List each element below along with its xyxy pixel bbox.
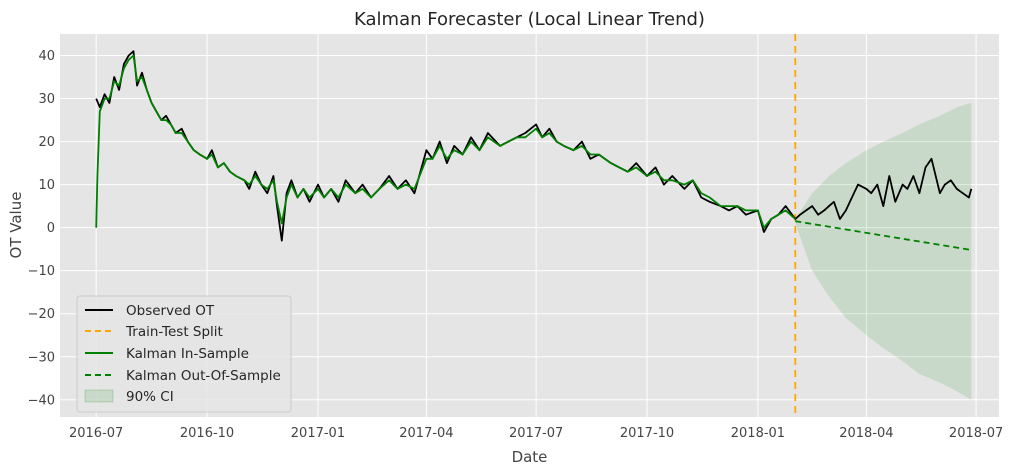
y-tick-label: 10 (38, 178, 55, 193)
y-tick-label: −10 (28, 264, 55, 279)
legend-box (76, 295, 292, 413)
y-tick-label: −40 (28, 393, 55, 408)
x-tick-label: 2018-01 (731, 426, 785, 441)
x-tick-label: 2017-01 (291, 426, 345, 441)
legend-label-out-of-sample: Kalman Out-Of-Sample (126, 368, 281, 384)
series-layer (95, 50, 973, 251)
x-tick-label: 2017-04 (399, 426, 453, 441)
x-axis-title: Date (512, 448, 548, 466)
x-tick-label: 2016-07 (69, 426, 123, 441)
y-tick-label: 40 (38, 49, 55, 64)
ci-layer (795, 102, 972, 400)
y-tick-label: 20 (38, 135, 55, 150)
grid (60, 34, 999, 417)
chart-title: Kalman Forecaster (Local Linear Trend) (354, 9, 705, 30)
y-tick-label: −20 (28, 307, 55, 322)
tick-layer: 2016-07 2016-10 2017-01 2017-04 2017-07 2017-… (28, 49, 1004, 441)
legend-label-in-sample: Kalman In-Sample (126, 346, 249, 362)
ci-band (795, 102, 972, 400)
x-tick-label: 2018-04 (839, 426, 893, 441)
legend-label-ci: 90% CI (126, 389, 174, 405)
legend: Observed OT Train-Test Split Kalman In-S… (76, 295, 292, 413)
x-tick-label: 2018-07 (949, 426, 1003, 441)
x-tick-label: 2017-07 (509, 426, 563, 441)
y-tick-label: −30 (28, 350, 55, 365)
y-tick-label: 0 (47, 221, 55, 236)
legend-swatch-ci (84, 389, 114, 403)
x-tick-label: 2017-10 (620, 426, 674, 441)
x-tick-label: 2016-10 (180, 426, 234, 441)
y-tick-label: 30 (38, 92, 55, 107)
legend-label-observed: Observed OT (126, 303, 215, 319)
y-axis-title: OT Value (7, 192, 25, 259)
legend-label-split: Train-Test Split (125, 324, 223, 340)
series-in-sample-line (95, 54, 796, 229)
